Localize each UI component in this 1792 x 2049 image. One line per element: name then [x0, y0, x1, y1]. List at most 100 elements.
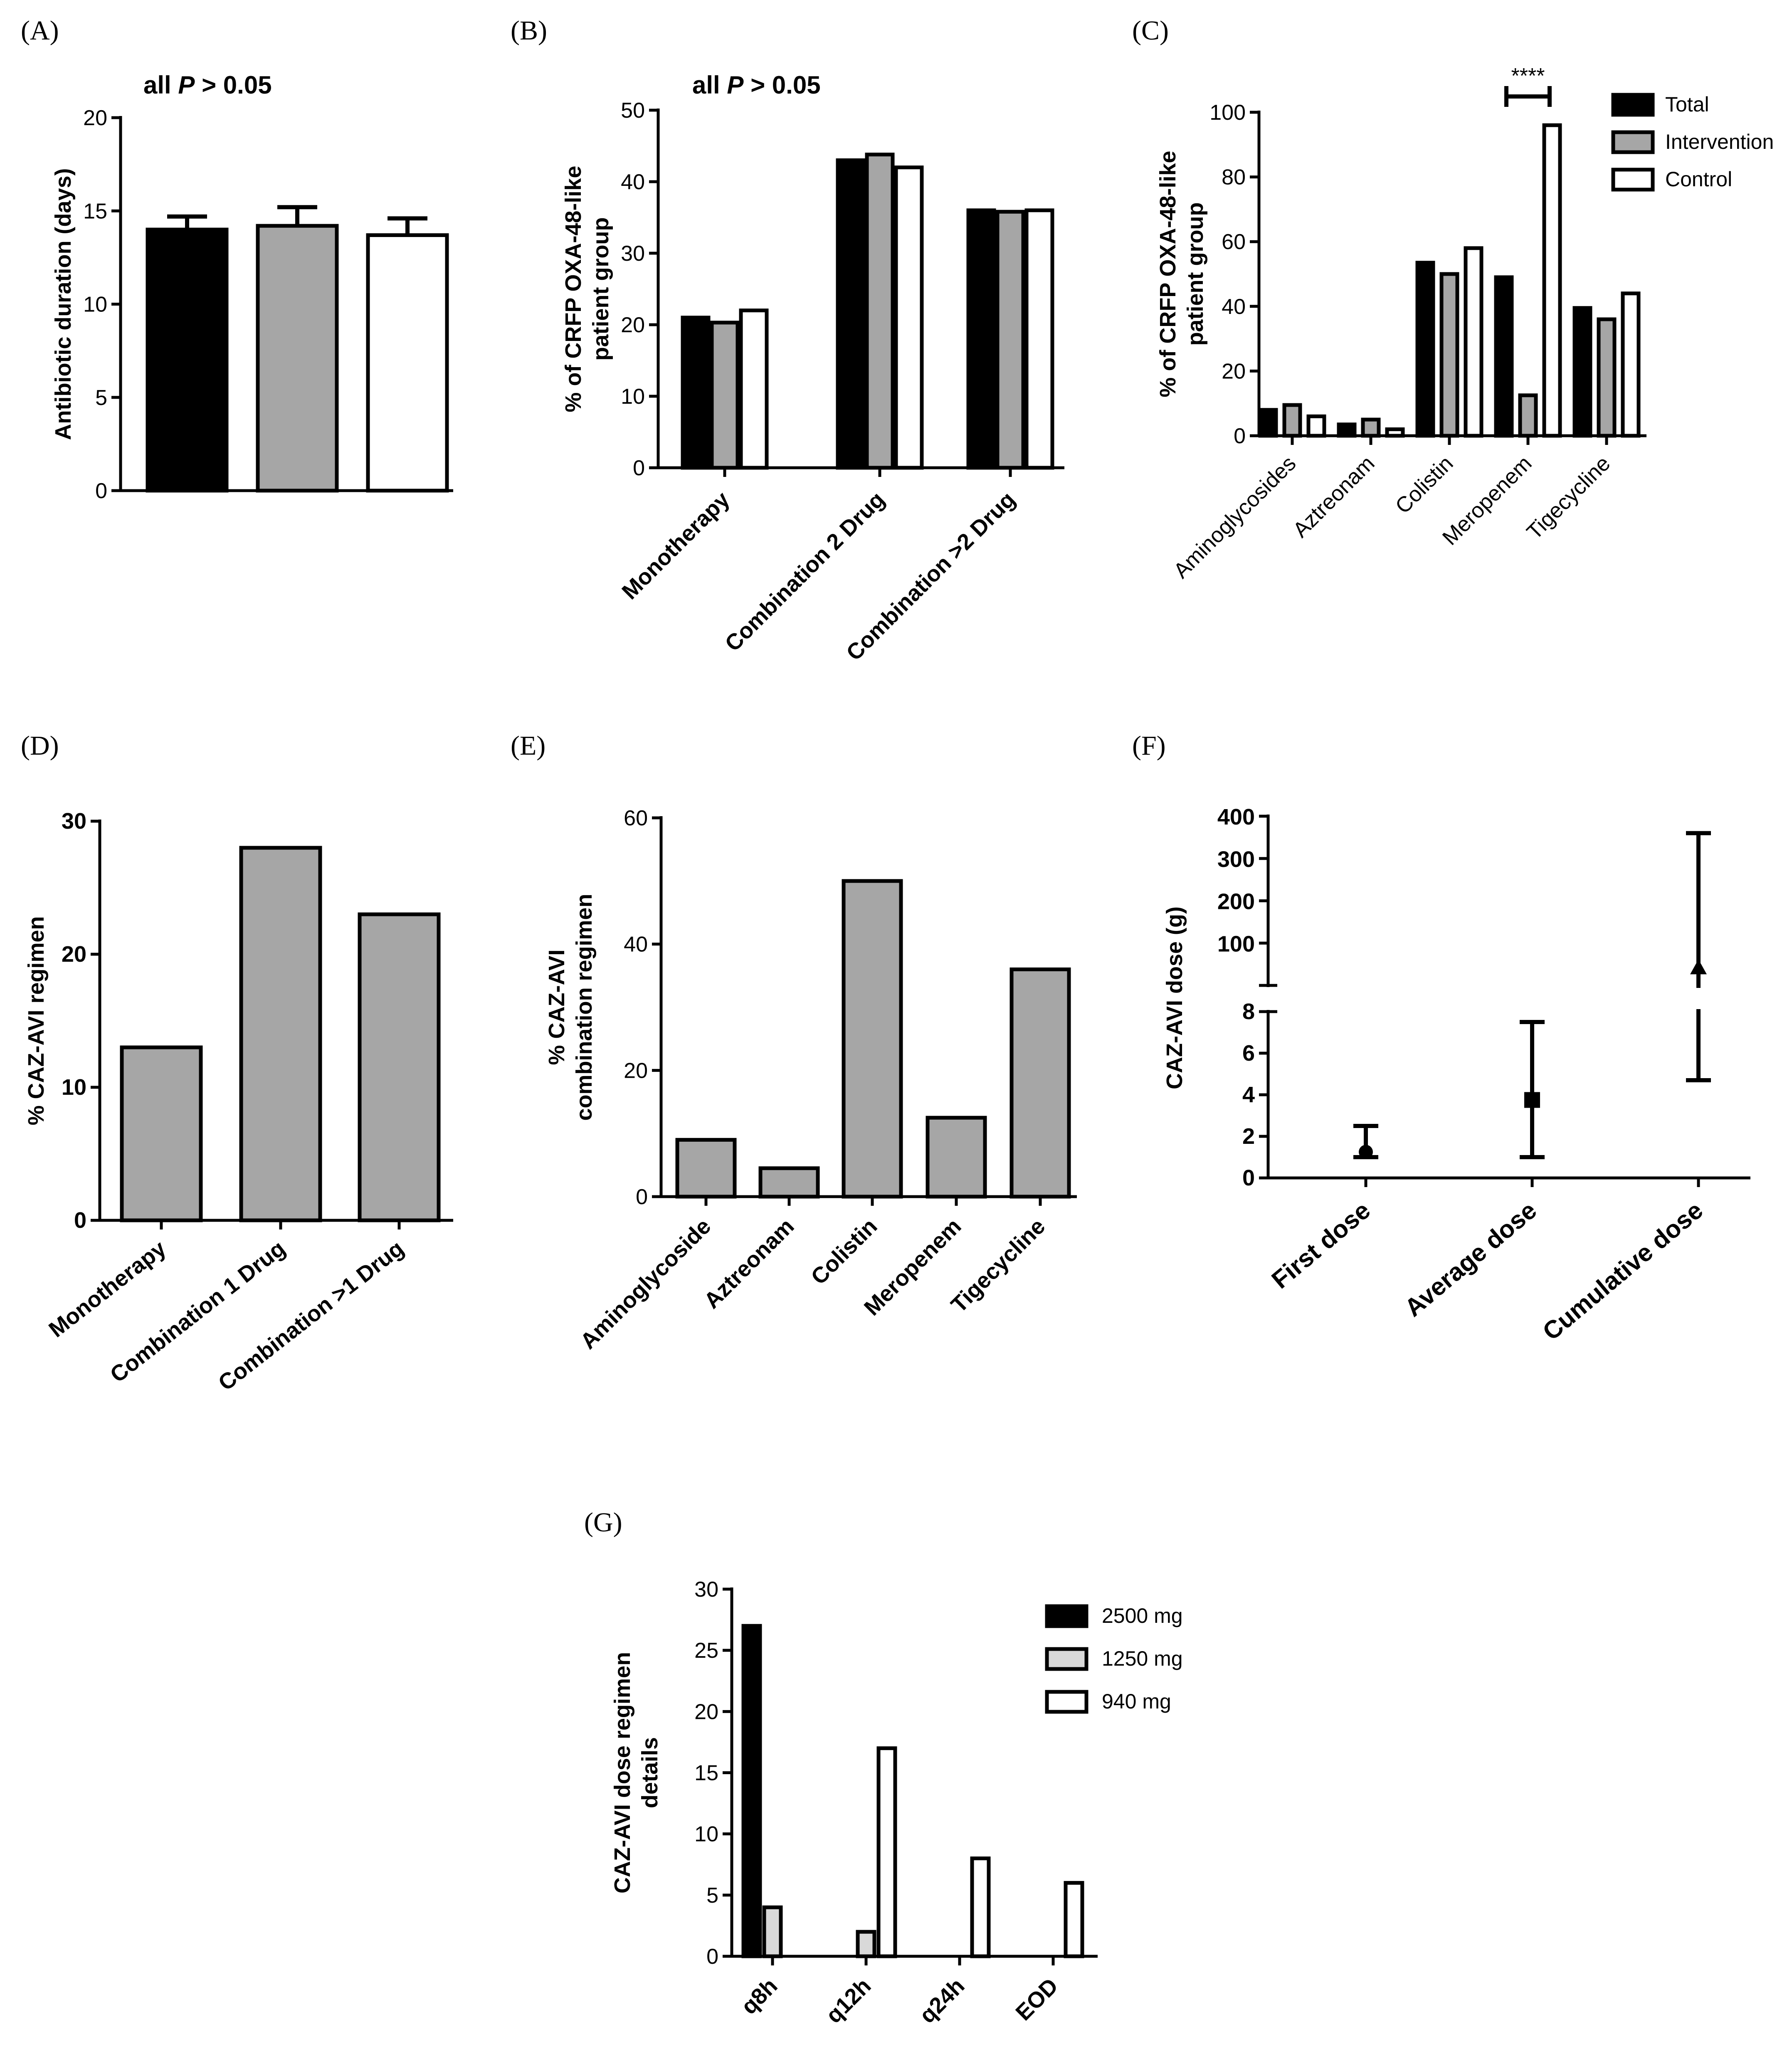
y-axis-label: % of CRFP OXA-48-like patient group: [561, 165, 613, 412]
y-axis-label-line: CAZ-AVI dose regimen: [610, 1652, 635, 1893]
y-tick-label: 400: [1217, 805, 1255, 829]
bar-total: [1258, 408, 1278, 438]
y-tick-label: 2: [1242, 1124, 1255, 1149]
bar-control: [1621, 291, 1641, 438]
bar-control: [894, 165, 924, 470]
legend-swatch: [1045, 1604, 1089, 1628]
y-tick-label: 0: [1242, 1165, 1255, 1190]
bar: [239, 846, 322, 1222]
y-tick-label: 10: [621, 385, 645, 409]
y-tick-label: 40: [1222, 295, 1246, 319]
legend-label: 2500 mg: [1102, 1604, 1183, 1627]
median-marker: [1359, 1145, 1373, 1159]
bar-control: [1385, 427, 1405, 438]
legend-label: 1250 mg: [1102, 1647, 1183, 1670]
y-tick-label: 200: [1217, 889, 1255, 914]
annotation-prefix: all: [692, 71, 727, 99]
y-tick-label: 20: [83, 106, 107, 130]
panel-label: (B): [511, 15, 547, 46]
bar: [758, 1166, 820, 1199]
y-tick-label: 40: [624, 933, 648, 957]
y-tick-label: 15: [694, 1761, 718, 1785]
p-value-annotation: all P > 0.05: [692, 71, 821, 99]
bar-control: [739, 309, 769, 470]
y-tick-label: 10: [694, 1822, 718, 1847]
y-tick-label: 0: [1234, 424, 1246, 448]
y-tick-label: 30: [62, 809, 86, 834]
y-tick-label: 20: [621, 313, 645, 337]
bar: [675, 1138, 737, 1199]
legend-swatch: [1611, 168, 1655, 192]
y-tick-label: 20: [624, 1059, 648, 1083]
y-tick-label: 6: [1242, 1041, 1255, 1066]
y-tick-label: 100: [1217, 931, 1255, 956]
y-axis-label-line: Antibiotic duration (days): [51, 168, 76, 440]
y-tick-label: 25: [694, 1639, 718, 1663]
bar-intervention: [995, 210, 1025, 470]
legend-swatch: [1045, 1690, 1089, 1714]
y-axis-label-line: % of CRFP OXA-48-like: [561, 165, 586, 412]
bar: [358, 912, 441, 1222]
y-tick-label: 0: [74, 1208, 86, 1233]
y-axis-label-line: CAZ-AVI dose (g): [1162, 906, 1187, 1089]
y-tick-label: 0: [706, 1945, 718, 1969]
bar-intervention: [1518, 393, 1538, 438]
panel-label: (D): [21, 731, 59, 761]
p-value-annotation: all P > 0.05: [143, 71, 272, 99]
annotation-prefix: all: [143, 71, 178, 99]
y-axis-label: % CAZ-AVI combination regimen: [544, 894, 597, 1121]
y-tick-label: 60: [624, 806, 648, 830]
legend-swatch: [1611, 93, 1655, 117]
y-axis-label: % CAZ-AVI regimen: [24, 916, 49, 1125]
y-tick-label: 0: [633, 456, 645, 480]
y-tick-label: 15: [83, 199, 107, 223]
y-tick-label: 10: [62, 1075, 86, 1100]
bar-1250-mg: [856, 1930, 876, 1958]
bar-control: [366, 233, 449, 493]
y-axis-label-line: details: [637, 1737, 662, 1808]
bar: [926, 1116, 987, 1199]
panel-label: (G): [584, 1507, 622, 1538]
bar-intervention: [1439, 272, 1459, 438]
y-tick-label: 20: [62, 942, 86, 967]
y-tick-label: 40: [621, 170, 645, 194]
annotation-italic: P: [727, 71, 744, 99]
median-marker: [1524, 1092, 1540, 1108]
y-tick-label: 0: [95, 479, 107, 503]
annotation-italic: P: [178, 71, 195, 99]
bar-intervention: [256, 224, 339, 493]
bar: [1010, 967, 1071, 1199]
y-tick-label: 60: [1222, 230, 1246, 254]
y-tick-label: 50: [621, 99, 645, 123]
bar-940-mg: [1064, 1881, 1084, 1958]
bar-total: [1415, 261, 1435, 438]
bar-intervention: [710, 321, 740, 470]
bar: [842, 879, 903, 1199]
bar-940-mg: [970, 1856, 991, 1958]
bar-total: [1572, 306, 1592, 438]
y-tick-label: 10: [83, 293, 107, 317]
y-tick-label: 0: [636, 1185, 648, 1209]
bar-1250-mg: [762, 1905, 783, 1958]
legend-swatch: [1611, 130, 1655, 154]
legend-label: Intervention: [1665, 130, 1774, 153]
y-tick-label: 8: [1242, 999, 1255, 1024]
panel-label: (C): [1132, 15, 1169, 46]
y-tick-label: 5: [95, 386, 107, 410]
panel-label: (A): [21, 15, 59, 46]
legend-label: 940 mg: [1102, 1690, 1171, 1713]
y-tick-label: 300: [1217, 847, 1255, 872]
bar-total: [966, 208, 996, 470]
legend-label: Total: [1665, 93, 1709, 116]
y-axis-label-line: % CAZ-AVI: [544, 950, 569, 1065]
bar-control: [1542, 123, 1562, 438]
bar: [120, 1045, 203, 1222]
bar-intervention: [1361, 417, 1381, 438]
bar-940-mg: [876, 1746, 897, 1958]
y-axis-label-line: patient group: [588, 217, 613, 361]
legend-label: Control: [1665, 168, 1732, 191]
median-marker: [1690, 959, 1707, 975]
bar-intervention: [865, 153, 895, 470]
y-tick-label: 20: [694, 1700, 718, 1724]
